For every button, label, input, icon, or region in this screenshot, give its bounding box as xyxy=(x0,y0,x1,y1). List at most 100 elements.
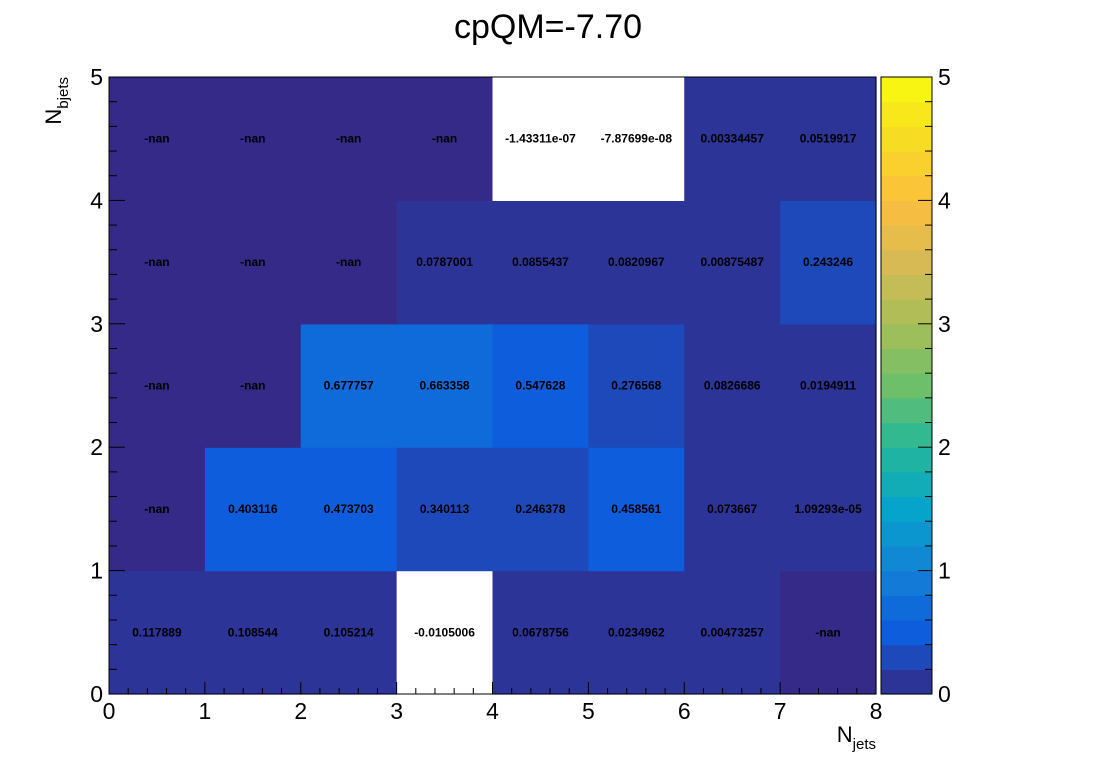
cell-value-label: 0.0826686 xyxy=(704,379,761,393)
heatmap-cell xyxy=(780,200,877,325)
y-tick-label: 0 xyxy=(90,681,103,707)
heatmap-cell xyxy=(300,447,398,572)
x-tick-label: 3 xyxy=(390,698,403,724)
y-tick-label: 4 xyxy=(90,187,103,213)
z-tick-label: 3 xyxy=(938,311,951,337)
cell-value-label: 0.0678756 xyxy=(512,625,569,639)
cell-value-label: 0.0519917 xyxy=(800,132,857,146)
heatmap-cell xyxy=(109,323,206,448)
cell-value-label: -nan xyxy=(240,255,265,269)
z-tick-label: 2 xyxy=(938,434,951,460)
palette-swatch xyxy=(881,200,932,226)
heatmap-cell xyxy=(109,77,206,201)
heatmap-cell xyxy=(204,447,302,572)
heatmap-cell xyxy=(204,200,302,325)
heatmap-cell xyxy=(109,447,206,572)
palette-swatch xyxy=(881,570,932,596)
cell-value-label: 0.0194911 xyxy=(800,379,856,393)
cell-value-label: -7.87699e-08 xyxy=(601,132,673,146)
cell-value-label: 0.243246 xyxy=(803,255,853,269)
y-tick-label: 5 xyxy=(90,64,103,90)
heatmap-cell xyxy=(204,570,302,695)
heatmap-cell xyxy=(396,570,494,695)
heatmap-cell xyxy=(300,200,398,325)
heatmap-cell xyxy=(396,447,494,572)
palette-swatch xyxy=(881,373,932,399)
cell-value-label: 0.0820967 xyxy=(608,255,665,269)
cell-value-label: 0.0234962 xyxy=(608,625,665,639)
z-tick-label: 4 xyxy=(938,187,951,213)
cell-value-label: 0.00473257 xyxy=(700,625,764,639)
heatmap-cell xyxy=(780,570,877,695)
heatmap-cell xyxy=(492,323,589,448)
cell-value-label: -nan xyxy=(240,132,265,146)
palette-swatch xyxy=(881,422,932,448)
heatmap-cell xyxy=(492,447,589,572)
cell-value-label: 0.547628 xyxy=(515,379,565,393)
heatmap-cell xyxy=(780,77,877,201)
heatmap-cell xyxy=(300,323,398,448)
heatmap-cell xyxy=(300,570,398,695)
cell-value-label: 0.117889 xyxy=(132,625,182,639)
cell-value-label: -nan xyxy=(336,255,361,269)
cell-value-label: -nan xyxy=(144,132,169,146)
color-scale-palette xyxy=(880,76,933,695)
palette-swatch xyxy=(881,496,932,522)
heatmap-cell xyxy=(396,77,494,201)
cell-value-label: 0.246378 xyxy=(515,502,565,516)
x-tick-label: 6 xyxy=(678,698,691,724)
palette-swatch xyxy=(881,299,932,325)
palette-swatch xyxy=(881,151,932,177)
cell-value-label: 0.276568 xyxy=(611,379,661,393)
y-axis-title-main: N xyxy=(41,109,66,125)
cell-value-label: -nan xyxy=(144,255,169,269)
cell-value-label: 0.403116 xyxy=(228,502,278,516)
y-tick-label: 3 xyxy=(90,311,103,337)
cell-value-label: 0.458561 xyxy=(611,502,661,516)
heatmap-cell xyxy=(588,570,685,695)
cell-value-label: -0.0105006 xyxy=(414,625,475,639)
y-tick-label: 2 xyxy=(90,434,103,460)
heatmap-cell xyxy=(396,200,494,325)
x-tick-label: 1 xyxy=(198,698,211,724)
x-tick-label: 7 xyxy=(774,698,787,724)
cell-value-label: 0.663358 xyxy=(420,379,470,393)
y-axis-title-sub: bjets xyxy=(55,77,72,109)
cell-value-label: 0.0855437 xyxy=(512,255,569,269)
heatmap-cells xyxy=(109,77,877,695)
heatmap-cell xyxy=(492,570,589,695)
palette-swatch xyxy=(881,225,932,251)
palette-swatch xyxy=(881,545,932,572)
palette-swatch xyxy=(881,595,932,621)
cell-value-label: 0.105214 xyxy=(324,625,374,639)
cell-value-label: -1.43311e-07 xyxy=(505,132,576,146)
heatmap-cell xyxy=(396,323,494,448)
x-tick-label: 0 xyxy=(103,698,116,724)
heatmap-cell xyxy=(780,323,877,448)
heatmap-cell xyxy=(109,200,206,325)
heatmap-cell xyxy=(204,323,302,448)
heatmap-cell xyxy=(109,570,206,695)
x-tick-label: 4 xyxy=(486,698,499,724)
cell-value-label: -nan xyxy=(240,379,265,393)
x-axis-title-main: N xyxy=(837,722,853,747)
x-tick-label: 5 xyxy=(582,698,595,724)
palette-swatch xyxy=(881,644,932,670)
palette-swatch xyxy=(881,249,932,276)
x-axis-title-sub: jets xyxy=(852,736,876,753)
heatmap-cell xyxy=(492,77,589,201)
cell-value-label: 0.108544 xyxy=(228,625,278,639)
cell-value-label: -nan xyxy=(144,502,169,516)
heatmap-cell xyxy=(492,200,589,325)
z-tick-label: 0 xyxy=(938,681,951,707)
cell-value-label: 0.0787001 xyxy=(416,255,473,269)
heatmap-cell xyxy=(204,77,302,201)
palette-swatch xyxy=(881,348,932,374)
heatmap-cell-labels: 0.117889 0.108544 0.105214 -0.0105006 0.0678… xyxy=(132,132,862,640)
palette-swatch xyxy=(881,274,932,300)
cell-value-label: -nan xyxy=(144,379,169,393)
z-tick-label: 5 xyxy=(938,64,951,90)
cell-value-label: 0.677757 xyxy=(324,379,374,393)
